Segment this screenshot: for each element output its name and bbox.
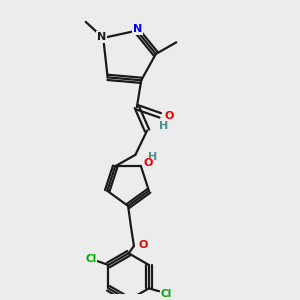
Text: Cl: Cl (85, 254, 97, 264)
Text: H: H (159, 121, 169, 131)
Text: Cl: Cl (161, 289, 172, 298)
Text: N: N (97, 32, 106, 42)
Text: N: N (133, 24, 142, 34)
Text: O: O (144, 158, 153, 168)
Text: O: O (138, 239, 147, 250)
Text: O: O (164, 111, 174, 121)
Text: H: H (148, 152, 157, 162)
